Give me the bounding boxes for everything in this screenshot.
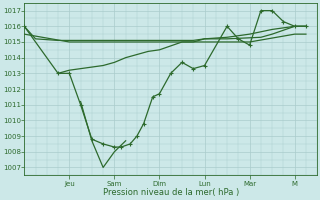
X-axis label: Pression niveau de la mer( hPa ): Pression niveau de la mer( hPa ): [103, 188, 239, 197]
